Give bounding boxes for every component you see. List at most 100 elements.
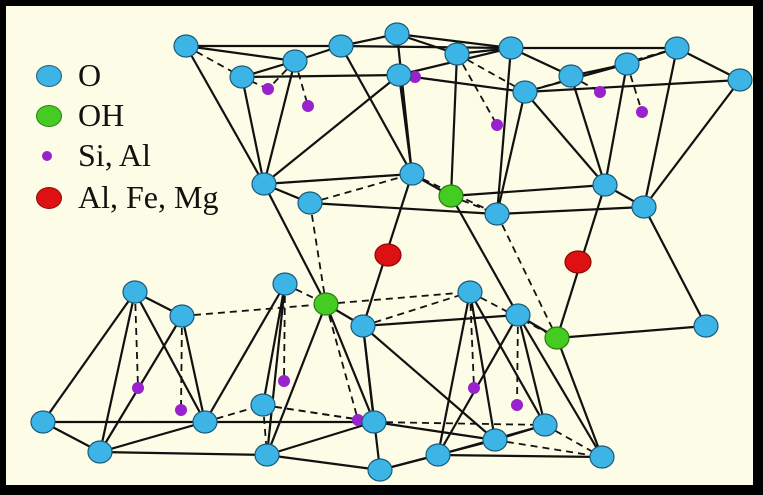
- oxygen-atom: [498, 36, 524, 60]
- silicon-aluminum-atom: [302, 100, 314, 112]
- oxygen-atom: [727, 68, 753, 92]
- oxygen-atom: [251, 172, 277, 196]
- hidden-bond-line: [456, 53, 498, 126]
- hidden-bond-line: [626, 63, 643, 113]
- silicon-aluminum-swatch: [42, 151, 52, 161]
- oxygen-atom: [361, 410, 387, 434]
- oxygen-atom: [122, 280, 148, 304]
- legend-label-octahedral-cations: Al, Fe, Mg: [78, 179, 219, 215]
- oxygen-atom: [484, 202, 510, 226]
- oxygen-atom: [425, 443, 451, 467]
- bond-line: [495, 47, 513, 215]
- hidden-bond-line: [309, 202, 327, 305]
- hidden-bond-line: [180, 315, 183, 411]
- bond-line: [98, 291, 137, 453]
- hidden-bond-line: [456, 53, 526, 93]
- bonds: [42, 32, 741, 472]
- silicon-aluminum-atom: [511, 399, 523, 411]
- legend-label-silicon-aluminum: Si, Al: [78, 137, 151, 173]
- silicon-aluminum-atom: [262, 83, 274, 95]
- oxygen-atom: [169, 304, 195, 328]
- octahedral-cation-swatch: [36, 187, 62, 209]
- oxygen-atom: [173, 34, 199, 58]
- bond-line: [643, 206, 707, 327]
- oxygen-atom: [664, 36, 690, 60]
- hydroxyl-atom: [313, 292, 339, 316]
- bond-line: [265, 303, 328, 456]
- silicon-aluminum-atom: [409, 71, 421, 83]
- bond-line: [468, 291, 497, 441]
- oxygen-atom: [558, 64, 584, 88]
- bond-line: [362, 325, 496, 441]
- bond-line: [396, 32, 512, 50]
- hydroxyl-atom: [438, 184, 464, 208]
- bond-line: [517, 314, 603, 458]
- octahedral-cation-atom: [564, 250, 592, 274]
- legend-item-oxygen: O: [32, 58, 332, 92]
- oxygen-atom: [457, 280, 483, 304]
- bond-line: [99, 450, 268, 457]
- bond-line: [185, 44, 296, 63]
- hidden-bond-line: [134, 291, 139, 389]
- bond-line: [324, 303, 376, 423]
- oxygen-atom: [297, 191, 323, 215]
- bond-line: [241, 73, 400, 79]
- bond-line: [263, 74, 400, 185]
- hidden-bond-line: [362, 291, 471, 327]
- bond-line: [516, 314, 547, 426]
- bond-line: [496, 205, 645, 216]
- silicon-aluminum-atom: [636, 106, 648, 118]
- atoms: [30, 22, 753, 482]
- bond-line: [450, 183, 606, 198]
- bond-line: [361, 325, 382, 471]
- hidden-bond-line: [181, 303, 327, 317]
- hidden-bond-line: [516, 314, 519, 406]
- oxygen-atom: [250, 393, 276, 417]
- hidden-bond-line: [325, 291, 471, 305]
- oxygen-atom: [505, 303, 531, 327]
- bond-line: [180, 315, 207, 423]
- bond-line: [395, 33, 414, 175]
- hidden-bond-line: [263, 173, 413, 185]
- bond-line: [263, 183, 327, 305]
- hidden-bond-line: [294, 60, 309, 107]
- hidden-bond-line: [469, 291, 475, 389]
- octahedral-cation-atom: [374, 243, 402, 267]
- silicon-aluminum-atom: [278, 375, 290, 387]
- oxygen-atom: [254, 443, 280, 467]
- oxygen-atom: [367, 458, 393, 482]
- silicon-aluminum-atom: [468, 382, 480, 394]
- bond-line: [603, 63, 629, 186]
- legend-item-silicon-aluminum: Si, Al: [32, 138, 332, 172]
- hidden-bond-line: [325, 303, 359, 421]
- bond-line: [643, 79, 741, 208]
- hydroxyl-atom: [544, 326, 570, 350]
- oxygen-swatch: [36, 65, 62, 87]
- legend-item-octahedral-cations: Al, Fe, Mg: [32, 180, 332, 214]
- bond-line: [266, 453, 381, 472]
- hidden-bond-line: [373, 421, 546, 426]
- bond-line: [437, 453, 603, 459]
- oxygen-atom: [399, 162, 425, 186]
- bond-line: [204, 283, 286, 423]
- hidden-bond-line: [496, 213, 558, 339]
- bond-line: [99, 420, 206, 454]
- silicon-aluminum-atom: [594, 86, 606, 98]
- bond-line: [262, 60, 297, 185]
- oxygen-atom: [87, 440, 113, 464]
- bond-line: [42, 291, 136, 423]
- bond-line: [265, 283, 287, 456]
- oxygen-atom: [512, 80, 538, 104]
- oxygen-atom: [482, 428, 508, 452]
- oxygen-atom: [328, 34, 354, 58]
- legend-item-hydroxyl: OH: [32, 98, 332, 132]
- silicon-aluminum-atom: [352, 414, 364, 426]
- oxygen-atom: [532, 413, 558, 437]
- bond-line: [469, 291, 546, 426]
- hidden-bond-line: [241, 60, 296, 78]
- legend-label-oxygen: O: [78, 57, 102, 93]
- bond-line: [642, 47, 679, 208]
- oxygen-atom: [229, 65, 255, 89]
- hidden-bond-line: [283, 283, 286, 382]
- hidden-bond-line: [524, 47, 678, 93]
